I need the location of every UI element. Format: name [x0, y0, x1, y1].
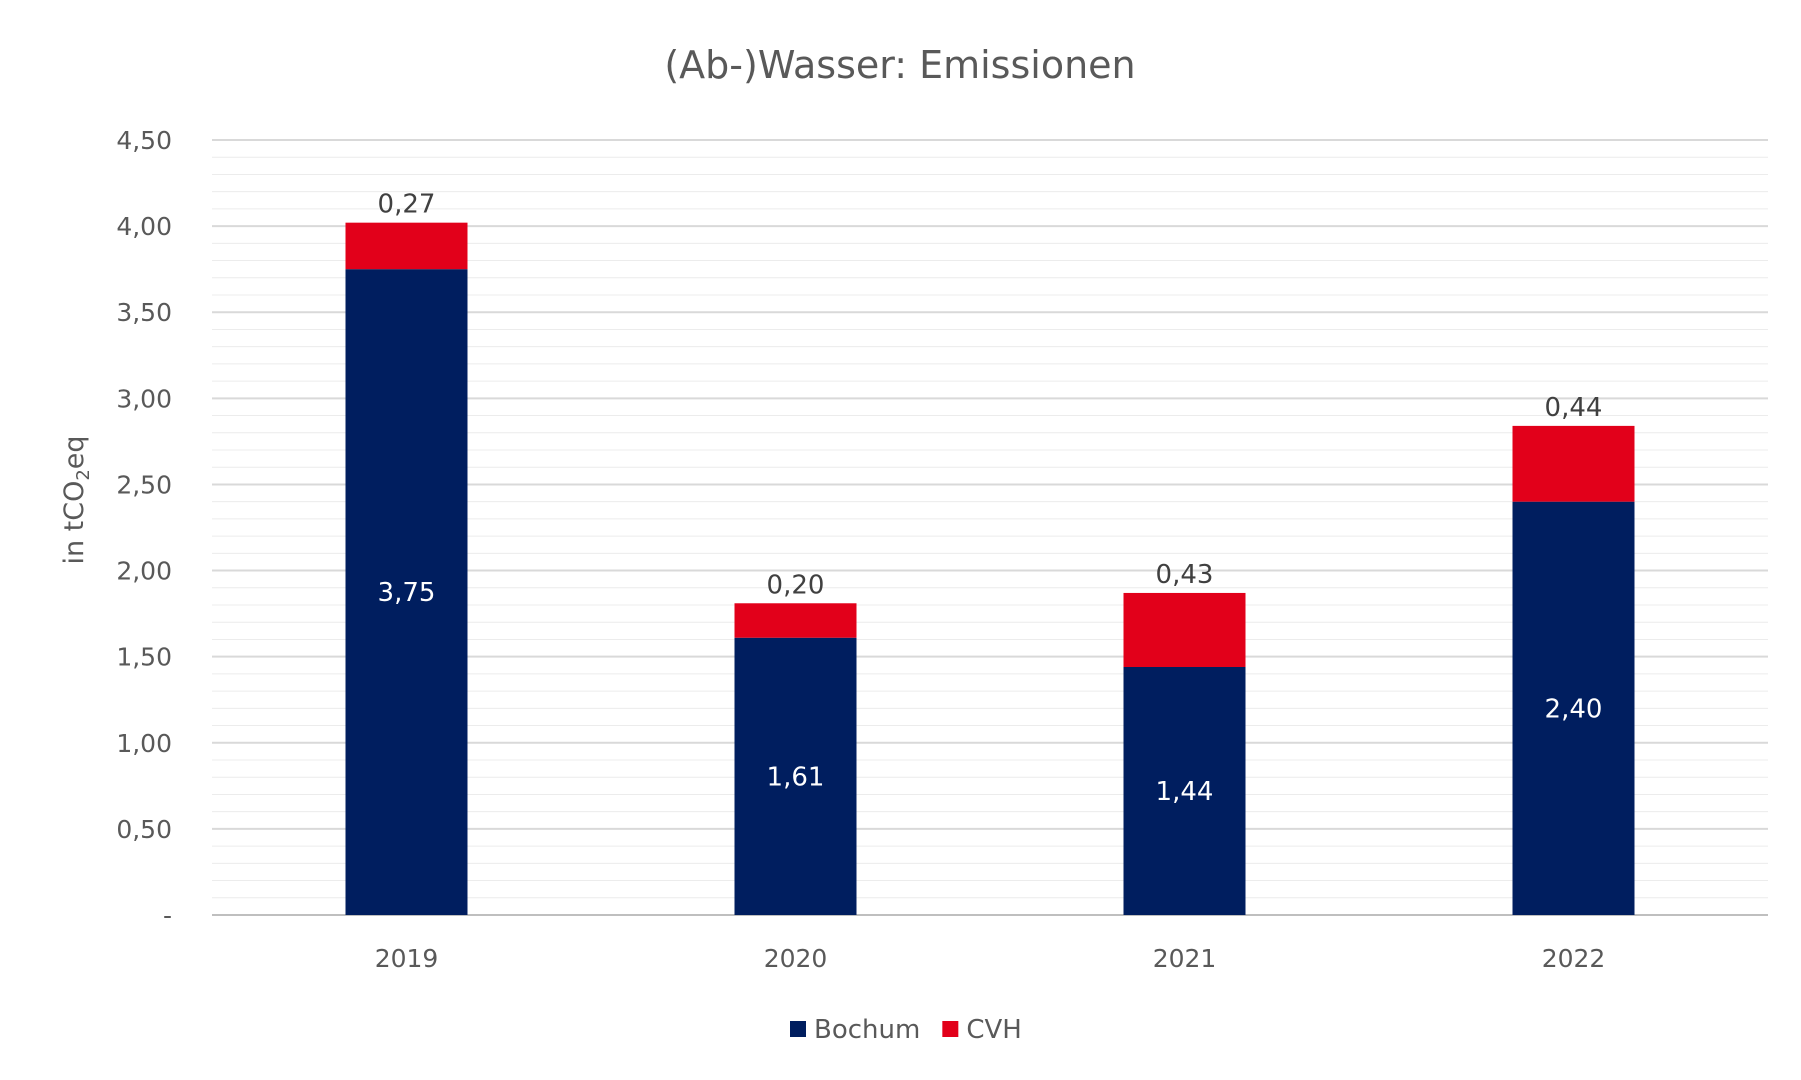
y-tick-label: 2,50: [116, 470, 172, 499]
y-axis-label-suffix: eq: [59, 435, 90, 469]
data-label-bochum-2021: 1,44: [1156, 777, 1214, 807]
y-axis-label-prefix: in tCO: [59, 481, 90, 565]
data-label-cvh-2020: 0,20: [767, 570, 825, 600]
y-axis-label-subscript: 2: [73, 469, 94, 480]
y-axis-label: in tCO2eq: [59, 435, 94, 564]
y-tick-label: -: [163, 901, 172, 930]
legend-swatch-bochum: [790, 1021, 806, 1037]
y-tick-label: 4,50: [116, 126, 172, 155]
y-tick-label: 3,50: [116, 298, 172, 327]
bars: 3,75 0,27 1,61 0,20 1,44 0,43 2,40 0,44: [345, 190, 1635, 916]
bar-cvh-2022: [1512, 425, 1635, 502]
legend-label-bochum: Bochum: [814, 1015, 920, 1045]
legend-label-cvh: CVH: [966, 1015, 1022, 1045]
data-label-cvh-2022: 0,44: [1545, 393, 1603, 423]
x-tick-label: 2020: [764, 944, 828, 973]
y-tick-label: 4,00: [116, 212, 172, 241]
y-tick-label: 1,50: [116, 643, 172, 672]
y-tick-label: 1,00: [116, 729, 172, 758]
data-label-cvh-2021: 0,43: [1156, 560, 1214, 590]
x-axis-ticks: 2019 2020 2021 2022: [375, 944, 1606, 973]
bar-bochum-2021: [1123, 667, 1246, 915]
y-tick-label: 2,00: [116, 557, 172, 586]
bar-bochum-2019: [345, 269, 468, 916]
x-tick-label: 2019: [375, 944, 439, 973]
bar-cvh-2021: [1123, 592, 1246, 667]
legend: Bochum CVH: [790, 1015, 1022, 1045]
chart-title: (Ab-)Wasser: Emissionen: [664, 43, 1135, 87]
grid: [212, 139, 1768, 916]
data-label-bochum-2022: 2,40: [1545, 694, 1603, 724]
data-label-bochum-2019: 3,75: [378, 578, 436, 608]
x-tick-label: 2021: [1153, 944, 1217, 973]
legend-swatch-cvh: [942, 1021, 959, 1037]
data-label-cvh-2019: 0,27: [378, 190, 436, 220]
data-label-bochum-2020: 1,61: [767, 762, 825, 792]
bar-cvh-2020: [734, 603, 857, 638]
bar-cvh-2019: [345, 222, 468, 270]
x-tick-label: 2022: [1542, 944, 1606, 973]
y-axis-ticks: - 0,50 1,00 1,50 2,00 2,50 3,00 3,50 4,00 4,50: [116, 126, 172, 930]
y-tick-label: 0,50: [116, 815, 172, 844]
bar-bochum-2020: [734, 637, 857, 915]
bar-bochum-2022: [1512, 501, 1635, 915]
y-tick-label: 3,00: [116, 384, 172, 413]
